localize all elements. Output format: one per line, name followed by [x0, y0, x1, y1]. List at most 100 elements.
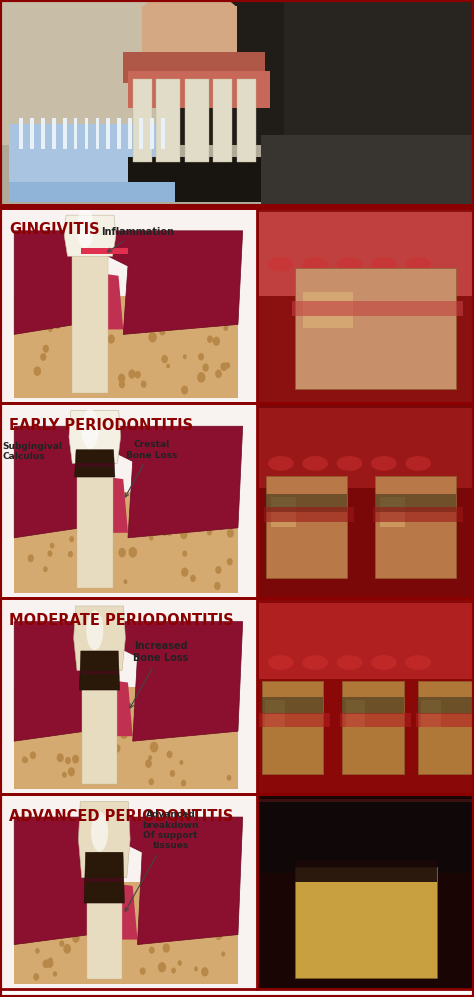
Ellipse shape	[268, 854, 293, 869]
Bar	[86, 880, 122, 979]
Ellipse shape	[19, 702, 26, 710]
Ellipse shape	[405, 655, 431, 670]
Ellipse shape	[82, 581, 87, 587]
Bar	[9, 124, 175, 202]
Bar	[14, 492, 238, 593]
Ellipse shape	[302, 257, 328, 272]
Ellipse shape	[100, 357, 106, 364]
Ellipse shape	[180, 760, 183, 765]
Ellipse shape	[34, 366, 41, 376]
Ellipse shape	[302, 456, 328, 471]
Ellipse shape	[124, 909, 128, 914]
Bar	[9, 181, 175, 202]
Ellipse shape	[131, 507, 139, 517]
Ellipse shape	[226, 903, 233, 912]
Ellipse shape	[190, 511, 194, 516]
Ellipse shape	[47, 550, 53, 556]
Ellipse shape	[371, 854, 397, 869]
Bar	[295, 268, 456, 389]
Ellipse shape	[63, 311, 67, 317]
Bar	[213, 79, 232, 162]
Bar	[63, 119, 66, 150]
Bar	[418, 681, 474, 774]
Polygon shape	[114, 622, 243, 741]
Bar	[257, 598, 474, 794]
Ellipse shape	[119, 380, 125, 388]
Bar	[0, 0, 199, 207]
Ellipse shape	[161, 355, 168, 363]
Ellipse shape	[134, 707, 141, 716]
Bar	[76, 464, 113, 468]
Bar	[14, 296, 238, 398]
Bar	[271, 497, 296, 527]
Text: Crestal
Bone Loss: Crestal Bone Loss	[125, 440, 177, 497]
Ellipse shape	[63, 312, 69, 321]
Polygon shape	[64, 215, 116, 256]
Bar	[295, 867, 437, 978]
Ellipse shape	[79, 320, 86, 329]
Bar	[0, 794, 474, 989]
Ellipse shape	[128, 547, 137, 557]
Ellipse shape	[94, 707, 100, 715]
Ellipse shape	[38, 701, 46, 710]
Bar	[107, 119, 110, 150]
Ellipse shape	[142, 0, 237, 27]
Bar	[303, 292, 353, 328]
Ellipse shape	[153, 521, 157, 527]
Bar	[118, 119, 121, 150]
Bar	[185, 79, 209, 162]
Text: Advanced
breakdown
Of support
tissues: Advanced breakdown Of support tissues	[125, 811, 199, 911]
Bar	[77, 451, 112, 588]
Bar	[96, 119, 100, 150]
Ellipse shape	[96, 535, 102, 543]
Bar	[264, 507, 354, 522]
Bar	[261, 135, 474, 207]
Bar	[346, 700, 365, 728]
Ellipse shape	[59, 940, 64, 947]
Bar	[421, 700, 441, 728]
Ellipse shape	[371, 655, 397, 670]
Text: MODERATE PERIODONTITIS: MODERATE PERIODONTITIS	[9, 613, 234, 628]
Bar	[128, 157, 261, 202]
Bar	[340, 713, 411, 728]
Ellipse shape	[60, 931, 65, 938]
Ellipse shape	[81, 501, 85, 506]
Ellipse shape	[168, 721, 172, 726]
Bar	[0, 0, 474, 207]
Ellipse shape	[74, 510, 79, 517]
Ellipse shape	[268, 257, 293, 272]
Ellipse shape	[159, 328, 165, 335]
Ellipse shape	[49, 718, 53, 723]
Bar	[259, 408, 474, 593]
Ellipse shape	[207, 335, 213, 343]
Ellipse shape	[22, 934, 29, 943]
Bar	[0, 598, 257, 794]
Ellipse shape	[43, 345, 49, 353]
Bar	[0, 204, 474, 210]
Ellipse shape	[87, 533, 91, 538]
Ellipse shape	[137, 709, 144, 718]
Bar	[19, 119, 23, 150]
Bar	[150, 119, 154, 150]
Bar	[30, 119, 34, 150]
Ellipse shape	[162, 314, 168, 321]
Bar	[237, 79, 256, 162]
Ellipse shape	[213, 337, 220, 346]
Ellipse shape	[197, 372, 205, 383]
Ellipse shape	[98, 353, 106, 363]
Ellipse shape	[149, 779, 154, 786]
Bar	[14, 687, 238, 789]
Ellipse shape	[46, 958, 54, 968]
Ellipse shape	[138, 305, 143, 311]
Ellipse shape	[98, 898, 106, 909]
Ellipse shape	[181, 780, 186, 787]
Ellipse shape	[79, 343, 86, 353]
Ellipse shape	[225, 362, 230, 369]
Ellipse shape	[215, 370, 222, 378]
Ellipse shape	[35, 948, 40, 954]
Bar	[416, 713, 474, 728]
Bar	[257, 794, 474, 989]
Polygon shape	[73, 606, 125, 671]
Ellipse shape	[302, 854, 328, 869]
Bar	[342, 681, 404, 774]
